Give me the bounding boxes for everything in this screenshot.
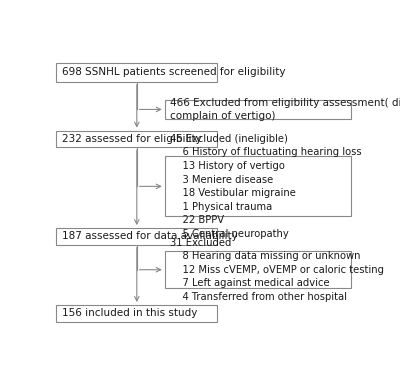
Text: 698 SSNHL patients screened for eligibility: 698 SSNHL patients screened for eligibil… [62, 67, 285, 77]
FancyBboxPatch shape [165, 100, 351, 119]
Text: 232 assessed for eligibility: 232 assessed for eligibility [62, 134, 202, 144]
FancyBboxPatch shape [56, 131, 218, 147]
FancyBboxPatch shape [56, 63, 218, 82]
FancyBboxPatch shape [56, 305, 218, 322]
Text: 156 included in this study: 156 included in this study [62, 308, 197, 318]
FancyBboxPatch shape [165, 251, 351, 288]
Text: 45 Excluded (ineligible)
    6 History of fluctuating hearing loss
    13 Histor: 45 Excluded (ineligible) 6 History of fl… [170, 134, 362, 239]
Text: 31 Excluded
    8 Hearing data missing or unknown
    12 Miss cVEMP, oVEMP or ca: 31 Excluded 8 Hearing data missing or un… [170, 237, 384, 302]
Text: 187 assessed for data avaliability: 187 assessed for data avaliability [62, 231, 238, 241]
Text: 466 Excluded from eligibility assessment( did not
complain of vertigo): 466 Excluded from eligibility assessment… [170, 98, 400, 121]
FancyBboxPatch shape [56, 228, 218, 245]
FancyBboxPatch shape [165, 156, 351, 216]
